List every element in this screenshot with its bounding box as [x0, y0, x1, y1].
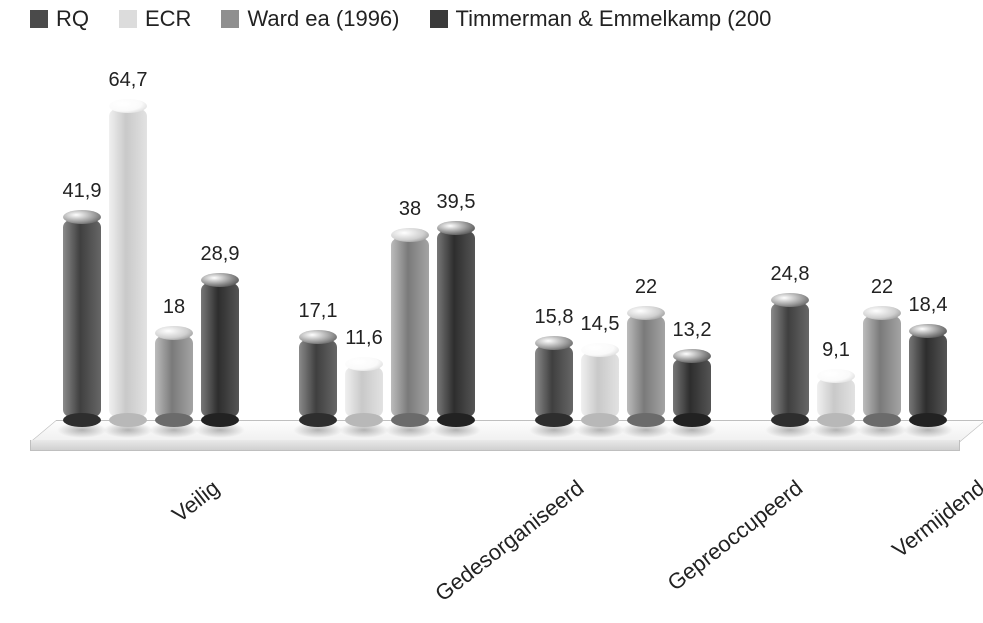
legend-label-rq: RQ — [56, 6, 89, 32]
bar-gedesorganiseerd-ecr — [345, 364, 383, 420]
bar-veilig-ward — [155, 333, 193, 420]
bar-veilig-ecr — [109, 106, 147, 420]
bar-gedesorganiseerd-ward — [391, 235, 429, 420]
value-label: 18,4 — [893, 294, 963, 317]
value-label: 39,5 — [421, 191, 491, 214]
legend-item-rq: RQ — [30, 6, 89, 32]
legend: RQ ECR Ward ea (1996) Timmerman & Emmelk… — [30, 6, 973, 32]
legend-label-ecr: ECR — [145, 6, 191, 32]
legend-swatch-timmerman — [430, 10, 448, 28]
bar-group-gepreoccupeerd: 15,814,52213,2 — [535, 80, 711, 420]
value-label: 13,2 — [657, 319, 727, 342]
value-label: 14,5 — [565, 313, 635, 336]
bar-vermijdend-timmerman — [909, 331, 947, 420]
value-label: 64,7 — [93, 69, 163, 92]
legend-label-ward: Ward ea (1996) — [247, 6, 399, 32]
bar-vermijdend-ecr — [817, 376, 855, 420]
category-label-gedesorganiseerd: Gedesorganiseerd — [430, 475, 589, 607]
category-label-gepreoccupeerd: Gepreoccupeerd — [663, 475, 808, 596]
value-label: 28,9 — [185, 243, 255, 266]
category-label-vermijdend: Vermijdend — [887, 475, 983, 563]
value-label: 18 — [139, 296, 209, 319]
bar-vermijdend-ward — [863, 313, 901, 420]
value-label: 22 — [611, 276, 681, 299]
chart-plot-area: 41,964,71828,917,111,63839,515,814,52213… — [30, 80, 960, 420]
value-label: 11,6 — [329, 327, 399, 350]
bar-chart-3d: RQ ECR Ward ea (1996) Timmerman & Emmelk… — [0, 0, 983, 623]
bar-group-veilig: 41,964,71828,9 — [63, 80, 239, 420]
legend-swatch-ecr — [119, 10, 137, 28]
bar-gedesorganiseerd-timmerman — [437, 228, 475, 420]
value-label: 9,1 — [801, 339, 871, 362]
bar-group-gedesorganiseerd: 17,111,63839,5 — [299, 80, 475, 420]
legend-item-timmerman: Timmerman & Emmelkamp (200 — [430, 6, 772, 32]
value-label: 24,8 — [755, 263, 825, 286]
bar-veilig-timmerman — [201, 280, 239, 420]
bar-gepreoccupeerd-rq — [535, 343, 573, 420]
value-label: 41,9 — [47, 180, 117, 203]
bar-group-vermijdend: 24,89,12218,4 — [771, 80, 947, 420]
legend-item-ward: Ward ea (1996) — [221, 6, 399, 32]
legend-label-timmerman: Timmerman & Emmelkamp (200 — [456, 6, 772, 32]
value-label: 17,1 — [283, 300, 353, 323]
bar-gepreoccupeerd-timmerman — [673, 356, 711, 420]
bar-gepreoccupeerd-ecr — [581, 350, 619, 420]
legend-swatch-rq — [30, 10, 48, 28]
category-label-veilig: Veilig — [167, 475, 224, 528]
bar-veilig-rq — [63, 217, 101, 421]
legend-swatch-ward — [221, 10, 239, 28]
legend-item-ecr: ECR — [119, 6, 191, 32]
